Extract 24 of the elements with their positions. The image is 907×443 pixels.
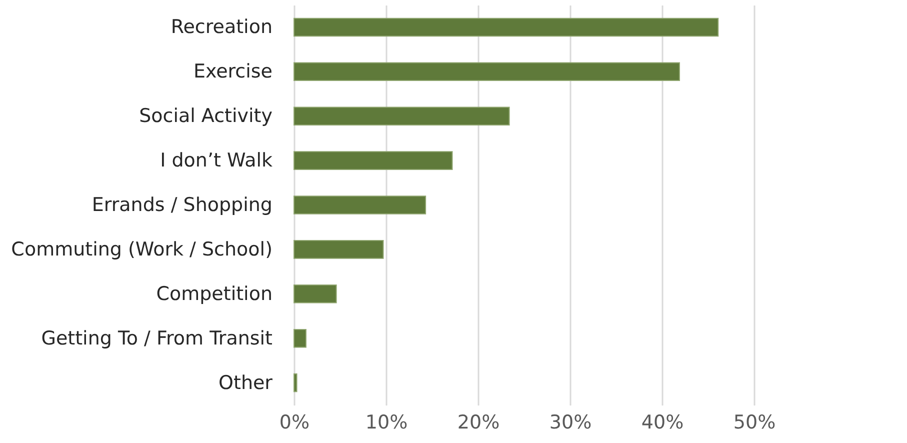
y-tick-label: Competition — [156, 282, 272, 305]
bar — [294, 62, 680, 82]
bar — [294, 106, 510, 126]
y-tick-label: Exercise — [193, 60, 272, 83]
bar — [294, 373, 298, 392]
x-tick-label: 50% — [733, 412, 776, 434]
y-tick-label: Commuting (Work / School) — [11, 238, 272, 260]
x-tick-label: 0% — [279, 412, 310, 434]
y-tick-label: I don’t Walk — [160, 150, 272, 172]
x-tick-label: 10% — [365, 412, 408, 434]
bar — [294, 196, 426, 214]
y-tick-label: Errands / Shopping — [92, 194, 272, 216]
bar — [294, 18, 719, 37]
x-tick-label: 20% — [457, 412, 500, 434]
bar — [294, 284, 337, 304]
bar — [294, 151, 453, 170]
x-tick-label: 40% — [641, 412, 684, 434]
y-tick-label: Other — [218, 372, 273, 394]
bar — [294, 328, 306, 348]
bar — [294, 240, 384, 259]
y-tick-label: Social Activity — [139, 105, 272, 128]
y-tick-label: Recreation — [170, 16, 272, 38]
x-tick-label: 30% — [549, 412, 592, 434]
y-tick-label: Getting To / From Transit — [41, 327, 272, 350]
